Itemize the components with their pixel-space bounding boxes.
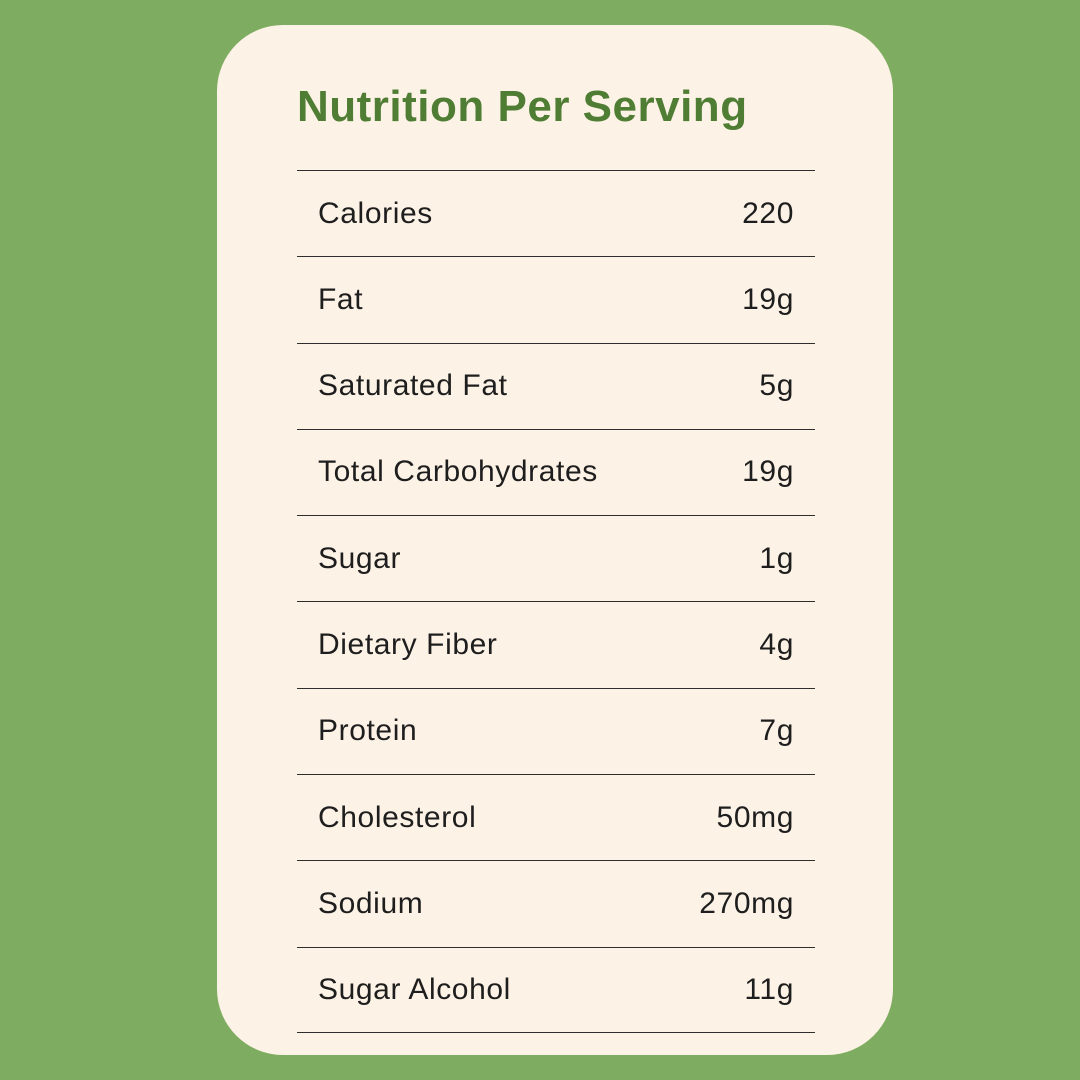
nutrient-label: Sugar	[318, 541, 402, 575]
nutrient-value: 5g	[759, 369, 794, 403]
nutrient-value: 4g	[759, 628, 794, 662]
page-title: Nutrition Per Serving	[297, 82, 748, 131]
table-row: Calories 220	[297, 169, 815, 256]
table-row: Cholesterol 50mg	[297, 773, 815, 860]
table-row: Total Carbohydrates 19g	[297, 428, 815, 515]
nutrient-value: 7g	[759, 714, 794, 748]
nutrient-label: Fat	[318, 282, 364, 316]
table-row: Fat 19g	[297, 256, 815, 342]
table-row: Dietary Fiber 4g	[297, 601, 815, 687]
table-row: Protein 7g	[297, 687, 815, 774]
nutrition-table: Calories 220 Fat 19g Saturated Fat 5g To…	[297, 169, 815, 1033]
nutrient-label: Saturated Fat	[318, 369, 508, 403]
table-row: Sugar Alcohol 11g	[297, 946, 815, 1033]
table-row: Saturated Fat 5g	[297, 342, 815, 429]
nutrient-label: Protein	[318, 714, 418, 748]
nutrition-card: Nutrition Per Serving Calories 220 Fat 1…	[217, 25, 893, 1055]
table-row: Sodium 270mg	[297, 860, 815, 946]
nutrient-label: Sodium	[318, 886, 424, 920]
nutrient-value: 50mg	[716, 800, 794, 834]
nutrient-value: 270mg	[699, 886, 794, 920]
nutrient-label: Dietary Fiber	[318, 628, 498, 662]
nutrient-value: 1g	[759, 541, 794, 575]
nutrient-label: Cholesterol	[318, 800, 477, 834]
nutrient-value: 11g	[744, 972, 794, 1006]
nutrient-value: 220	[742, 196, 794, 230]
nutrient-label: Calories	[318, 196, 433, 230]
nutrient-label: Total Carbohydrates	[318, 455, 598, 489]
table-row: Sugar 1g	[297, 515, 815, 601]
nutrient-value: 19g	[742, 455, 794, 489]
nutrient-value: 19g	[742, 282, 794, 316]
nutrient-label: Sugar Alcohol	[318, 972, 511, 1006]
